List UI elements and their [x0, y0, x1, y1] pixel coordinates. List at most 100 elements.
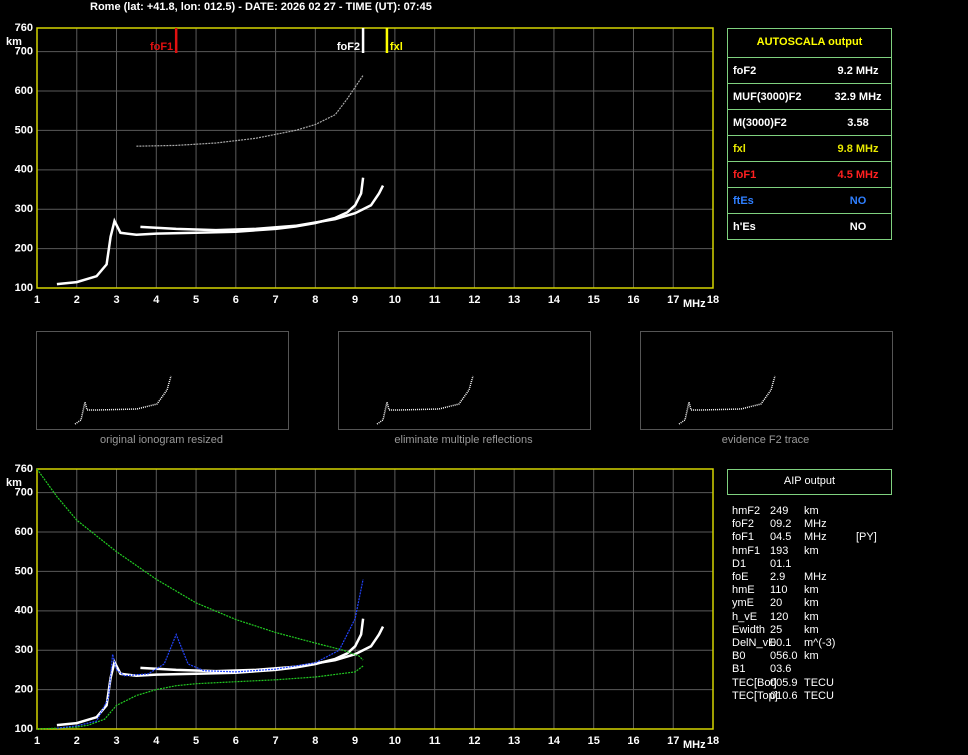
y-tick-label: 760	[15, 22, 33, 34]
x-tick-label: 17	[667, 294, 679, 306]
x-tick-label: 17	[667, 735, 679, 747]
row-label: foF2	[733, 65, 757, 77]
panel-title: AIP output	[783, 475, 836, 487]
aip-cell: km	[804, 584, 819, 597]
x-tick-label: 13	[508, 294, 520, 306]
aip-cell: TEC[Top]	[732, 689, 778, 702]
x-tick-label: 12	[468, 294, 480, 306]
aip-cell: 20	[770, 597, 783, 610]
x-tick-label: 15	[588, 294, 600, 306]
x-tick-label: 3	[113, 735, 119, 747]
x-tick-label: 10	[389, 294, 401, 306]
x-tick-label: 4	[153, 735, 160, 747]
aip-cell: DelN_vE	[732, 637, 776, 649]
y-tick-label: 600	[15, 85, 33, 97]
y-tick-label: 100	[15, 723, 33, 735]
table-row: ftEs NO	[728, 187, 891, 213]
x-tick-label: 9	[352, 735, 358, 747]
trace	[136, 74, 364, 147]
aip-cell: TEC[Bot]	[732, 676, 777, 689]
row-value: NO	[849, 195, 867, 207]
aip-cell: 120	[770, 610, 789, 623]
aip-cell: 249	[770, 505, 789, 517]
aip-cell: TECU	[804, 676, 834, 689]
table-row: fxl 9.8 MHz	[728, 135, 891, 161]
aip-cell: 110	[770, 584, 788, 597]
aip-cell: 03.6	[770, 663, 792, 676]
x-tick-label: 3	[113, 294, 119, 306]
aip-cell: km	[804, 650, 819, 663]
row-label: M(3000)F2	[733, 117, 787, 129]
y-tick-label: 500	[15, 565, 33, 577]
aip-cell: 09.2	[770, 518, 792, 531]
row-label: h'Es	[733, 221, 756, 233]
x-tick-label: 11	[429, 735, 441, 747]
x-tick-label: 15	[588, 735, 600, 747]
y-tick-label: 100	[15, 282, 33, 294]
x-tick-label: 10	[389, 735, 401, 747]
y-tick-label: 500	[15, 124, 33, 136]
thumbnail-caption: original ionogram resized	[100, 434, 223, 446]
y-tick-label: 700	[15, 487, 33, 499]
aip-cell: TECU	[804, 689, 834, 702]
x-tick-label: 6	[233, 294, 239, 306]
x-tick-label: 8	[312, 735, 318, 747]
x-tick-label: 2	[74, 294, 80, 306]
aip-cell: [PY]	[856, 531, 877, 544]
x-tick-label: 1	[34, 735, 40, 747]
trace	[56, 177, 365, 286]
table-row: foF2 9.2 MHz	[728, 57, 891, 83]
aip-cell: km	[804, 544, 819, 557]
table-row: M(3000)F2 3.58	[728, 109, 891, 135]
aip-cell: m^(-3)	[804, 637, 836, 649]
header-title: Rome (lat: +41.8, lon: 012.5) - DATE: 20…	[90, 1, 432, 13]
aip-cell: km	[804, 597, 819, 610]
row-label: ftEs	[733, 195, 754, 207]
aip-cell: hmF1	[732, 544, 761, 557]
y-tick-label: 200	[15, 243, 33, 255]
aip-cell: D1	[732, 557, 747, 570]
aip-cell: 00.1	[770, 637, 792, 649]
aip-cell: MHz	[804, 518, 827, 531]
y-axis-label: km	[6, 36, 22, 48]
plot-frame	[36, 27, 714, 289]
x-tick-label: 9	[352, 294, 358, 306]
thumbnail	[36, 331, 289, 430]
aip-cell: 193	[770, 544, 789, 557]
x-tick-label: 18	[707, 735, 719, 747]
x-tick-label: 6	[233, 735, 239, 747]
thumbnail-trace	[74, 375, 172, 425]
x-tick-label: 4	[153, 294, 160, 306]
aip-cell: foF2	[732, 518, 755, 531]
x-tick-label: 12	[468, 735, 480, 747]
table-row: MUF(3000)F2 32.9 MHz	[728, 83, 891, 109]
y-tick-label: 760	[15, 463, 33, 475]
trace	[56, 618, 365, 727]
aip-cell: MHz	[804, 571, 827, 583]
aip-cell: 005.9	[770, 676, 798, 689]
aip-cell: km	[804, 505, 819, 517]
aip-cell: 2.9	[770, 571, 786, 583]
marker-label: fxl	[390, 41, 403, 53]
aip-cell: 04.5	[770, 531, 792, 544]
row-value: 3.58	[847, 117, 869, 129]
aip-cell: B1	[732, 663, 746, 676]
table-row: h'Es NO	[728, 213, 891, 239]
thumbnail	[640, 331, 893, 430]
x-tick-label: 14	[548, 735, 561, 747]
trace	[36, 665, 364, 730]
aip-cell: ymE	[732, 597, 754, 610]
table-row: foF1 4.5 MHz	[728, 161, 891, 187]
x-tick-label: 1	[34, 294, 40, 306]
aip-cell: km	[804, 610, 819, 623]
x-tick-label: 5	[193, 294, 199, 306]
row-value: 9.8 MHz	[837, 143, 879, 155]
x-axis-label: MHz	[683, 739, 706, 751]
marker-label: foF2	[337, 41, 360, 53]
row-value: 4.5 MHz	[837, 169, 879, 181]
row-value: 32.9 MHz	[834, 91, 882, 103]
x-tick-label: 13	[508, 735, 520, 747]
aip-cell: hmF2	[732, 505, 761, 517]
autoscala-panel: AUTOSCALA output foF2 9.2 MHz MUF(3000)F2 32…	[727, 28, 892, 240]
